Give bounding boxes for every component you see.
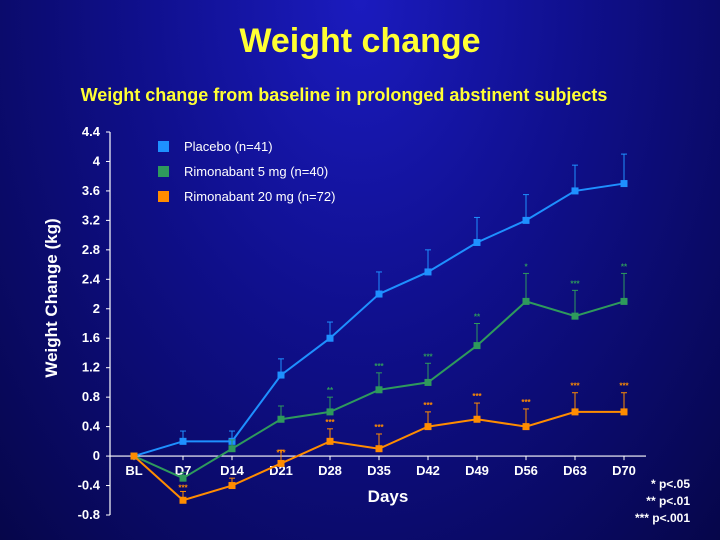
data-point <box>424 268 432 276</box>
data-point <box>326 437 334 445</box>
significance-marker: ** <box>474 313 481 322</box>
y-tick-label: 0.4 <box>82 419 101 434</box>
data-point <box>179 437 187 445</box>
data-point <box>228 445 236 453</box>
data-point <box>522 216 530 224</box>
data-point <box>277 415 285 423</box>
significance-marker: *** <box>619 382 629 391</box>
significance-marker: *** <box>570 279 580 288</box>
y-tick-label: 4.4 <box>82 124 101 139</box>
data-point <box>228 482 236 490</box>
data-point <box>571 312 579 320</box>
y-tick-label: -0.8 <box>78 507 100 522</box>
x-tick-label: D28 <box>318 463 342 478</box>
data-point <box>522 423 530 431</box>
y-tick-label: 2.4 <box>82 271 101 286</box>
significance-marker: *** <box>325 418 335 427</box>
data-point <box>571 187 579 195</box>
data-point <box>130 452 138 460</box>
chart-subtitle: Weight change from baseline in prolonged… <box>80 85 608 105</box>
sig-note-3: *** p<.001 <box>634 511 690 525</box>
significance-marker: *** <box>374 362 384 371</box>
data-point <box>424 423 432 431</box>
significance-marker: *** <box>423 401 433 410</box>
data-point <box>473 238 481 246</box>
y-tick-label: 2 <box>93 301 100 316</box>
y-tick-label: -0.4 <box>78 478 101 493</box>
data-point <box>375 445 383 453</box>
data-point <box>522 297 530 305</box>
y-tick-label: 0 <box>93 448 100 463</box>
data-point <box>277 459 285 467</box>
legend-swatch <box>158 166 169 177</box>
y-tick-label: 4 <box>93 153 101 168</box>
data-point <box>571 408 579 416</box>
y-tick-label: 1.2 <box>82 360 100 375</box>
legend-label: Rimonabant 5 mg (n=40) <box>184 164 328 179</box>
x-tick-label: D35 <box>367 463 391 478</box>
x-tick-label: D70 <box>612 463 636 478</box>
slide-title: Weight change <box>239 22 481 60</box>
y-tick-label: 2.8 <box>82 242 100 257</box>
sig-note-2: ** p<.01 <box>646 494 690 508</box>
x-tick-label: D14 <box>220 463 245 478</box>
data-point <box>473 342 481 350</box>
significance-marker: *** <box>570 382 580 391</box>
x-tick-label: D42 <box>416 463 440 478</box>
x-tick-label: D7 <box>175 463 192 478</box>
sig-note-1: * p<.05 <box>650 477 690 491</box>
data-point <box>326 334 334 342</box>
significance-marker: *** <box>521 398 531 407</box>
significance-marker: * <box>524 262 528 271</box>
legend-swatch <box>158 191 169 202</box>
legend-label: Rimonabant 20 mg (n=72) <box>184 189 335 204</box>
data-point <box>179 496 187 504</box>
y-tick-label: 0.8 <box>82 389 100 404</box>
data-point <box>424 378 432 386</box>
x-tick-label: D63 <box>563 463 587 478</box>
significance-marker: ** <box>327 386 334 395</box>
data-point <box>375 386 383 394</box>
data-point <box>620 180 628 188</box>
y-tick-label: 3.6 <box>82 183 100 198</box>
y-axis-title: Weight Change (kg) <box>42 218 61 377</box>
significance-marker: ** <box>621 262 628 271</box>
data-point <box>277 371 285 379</box>
significance-marker: *** <box>472 392 482 401</box>
data-point <box>326 408 334 416</box>
x-tick-label: BL <box>125 463 142 478</box>
significance-marker: *** <box>374 423 384 432</box>
y-tick-label: 3.2 <box>82 212 100 227</box>
data-point <box>375 290 383 298</box>
series-line-0 <box>133 182 625 458</box>
significance-marker: *** <box>423 352 433 361</box>
data-point <box>620 297 628 305</box>
data-point <box>179 474 187 482</box>
y-tick-label: 1.6 <box>82 330 100 345</box>
significance-marker: *** <box>178 483 188 492</box>
legend-label: Placebo (n=41) <box>184 139 273 154</box>
x-tick-label: D49 <box>465 463 489 478</box>
significance-legend: * p<.05 ** p<.01 *** p<.001 <box>635 476 690 527</box>
x-axis-title: Days <box>368 487 409 506</box>
data-point <box>620 408 628 416</box>
significance-marker: *** <box>276 448 286 457</box>
x-tick-label: D56 <box>514 463 538 478</box>
legend-swatch <box>158 141 169 152</box>
data-point <box>473 415 481 423</box>
